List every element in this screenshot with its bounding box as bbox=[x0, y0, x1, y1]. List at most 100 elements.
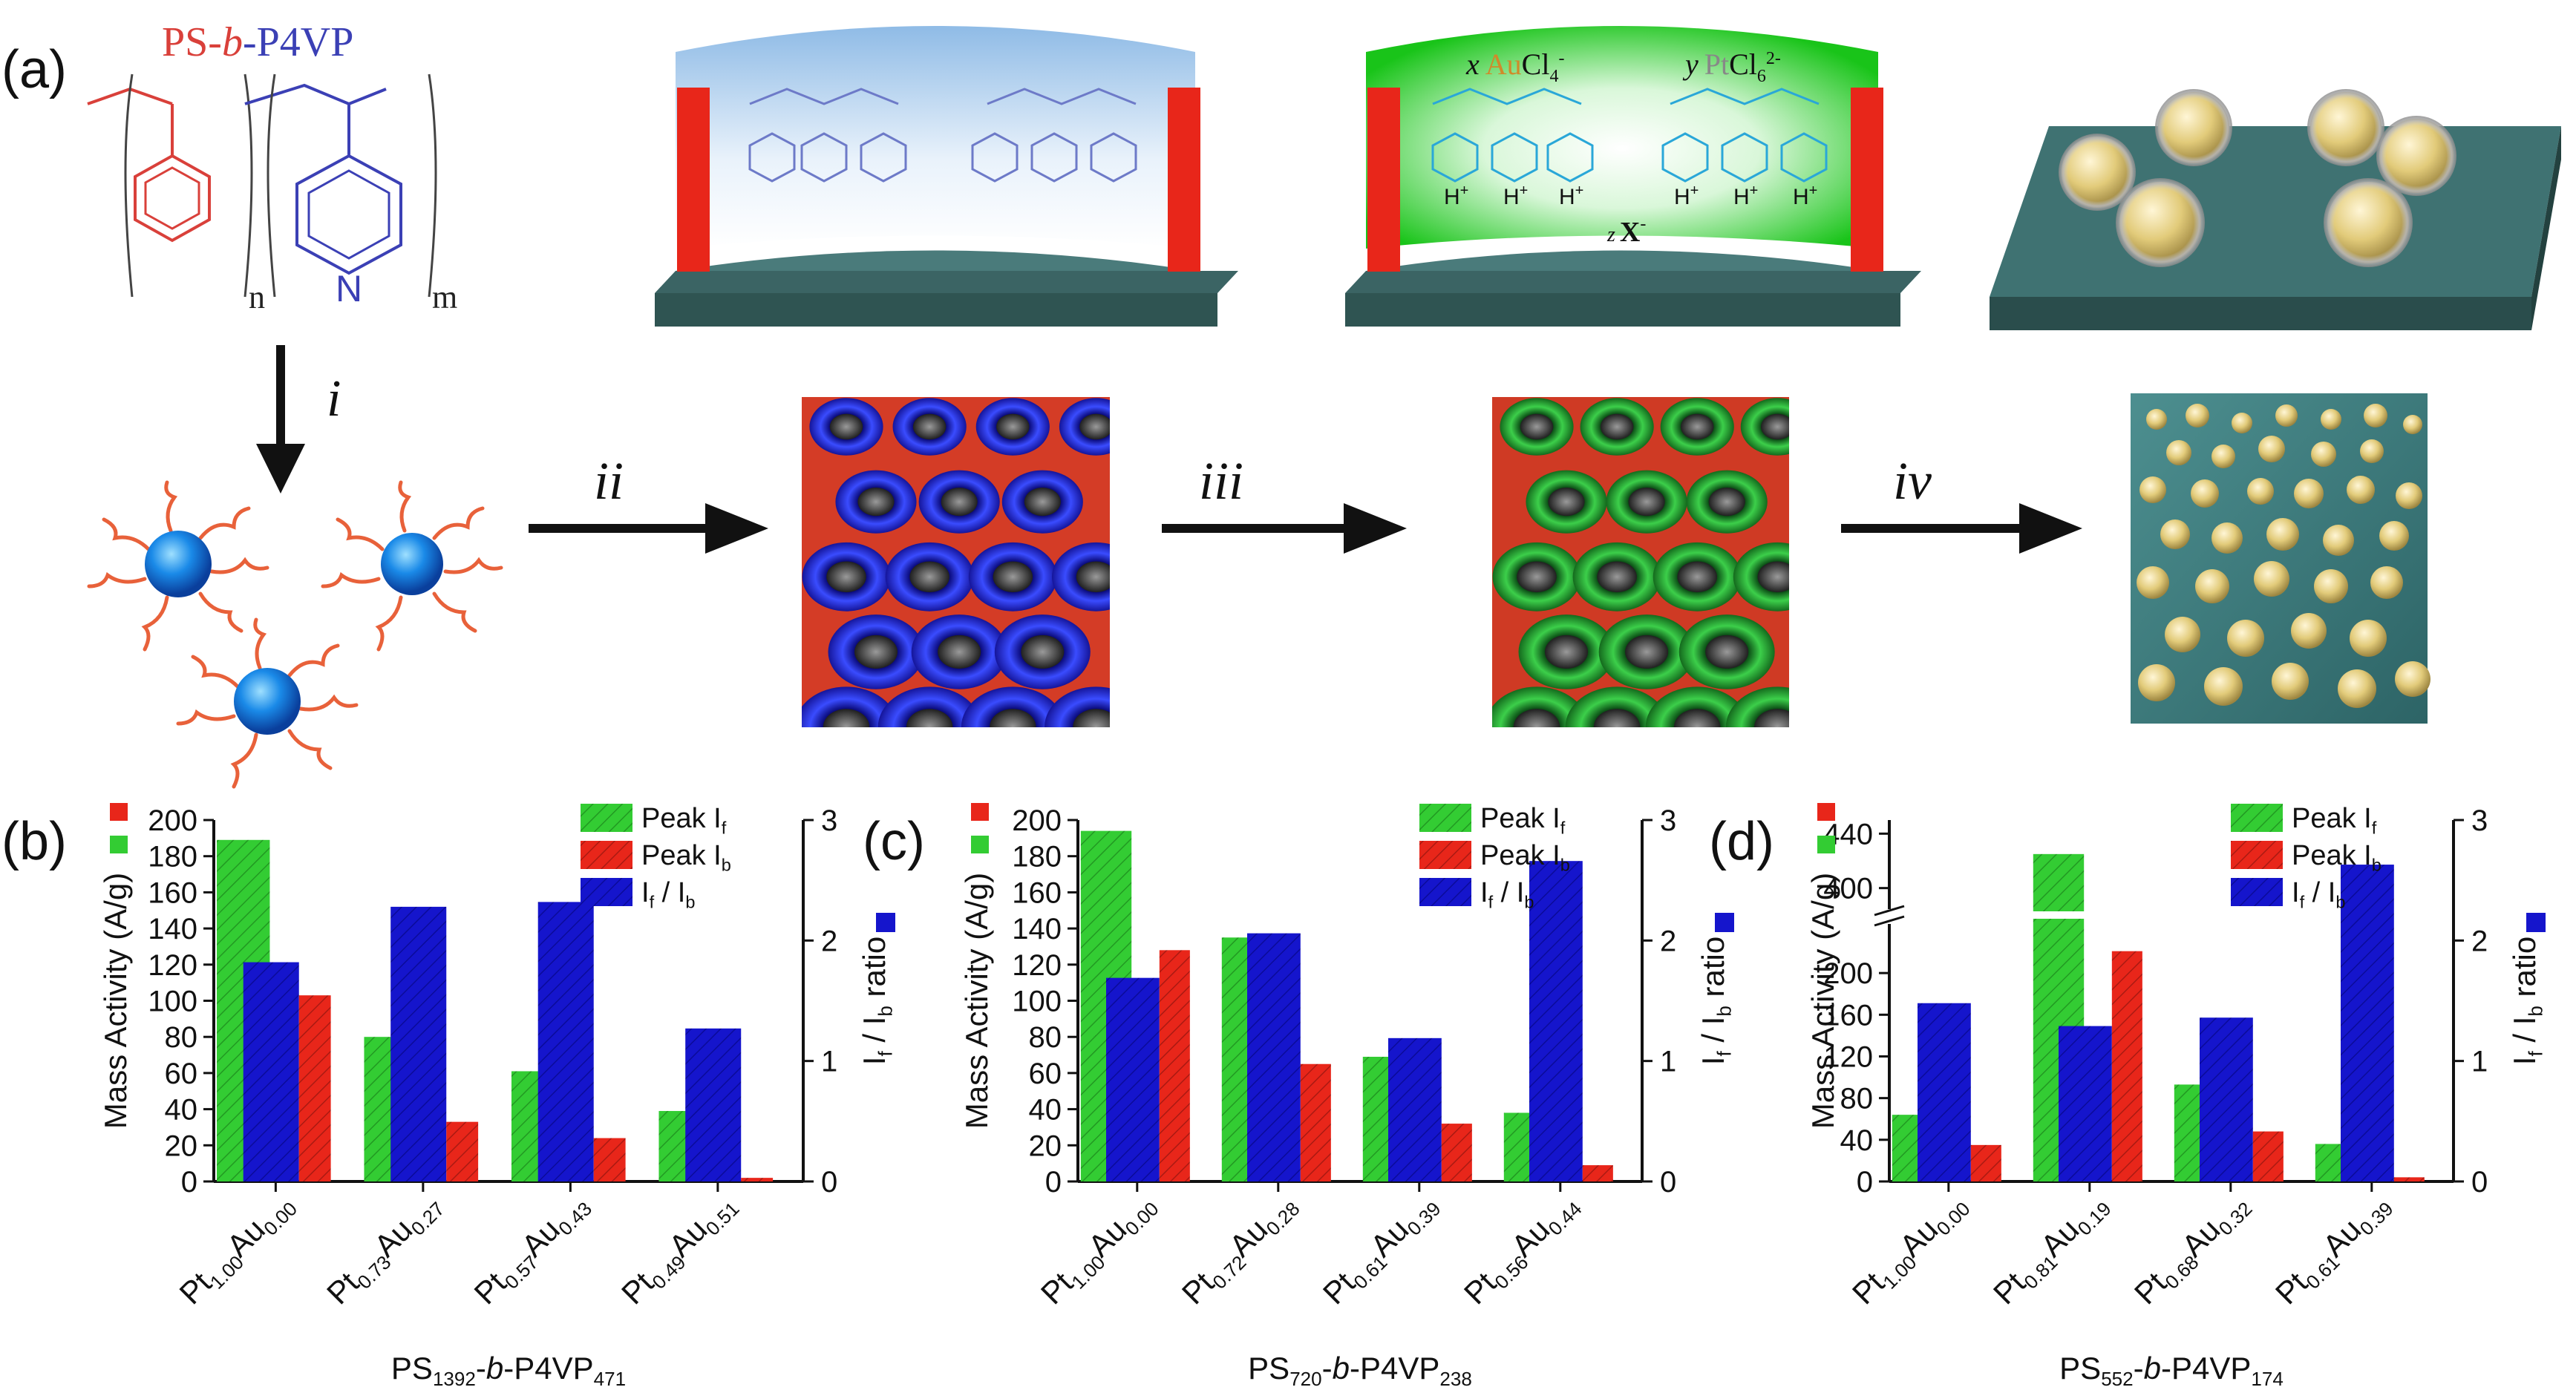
ring-hole bbox=[1677, 561, 1718, 593]
legend-swatch bbox=[1419, 841, 1471, 869]
flat-particle bbox=[2138, 664, 2175, 701]
flat-particle bbox=[2195, 569, 2229, 603]
panel-label: (c) bbox=[863, 812, 925, 871]
ring-hole bbox=[826, 561, 866, 593]
y2-tick-label: 1 bbox=[821, 1046, 837, 1078]
ring bbox=[1565, 686, 1669, 727]
flat-particle bbox=[2137, 566, 2169, 599]
y-tick-label: 40 bbox=[165, 1094, 198, 1127]
svg-text:H+: H+ bbox=[1733, 183, 1758, 209]
polymer-title: PS-b-P4VP bbox=[162, 19, 353, 65]
x-tick-label: Pt1.00Au0.00 bbox=[1034, 1185, 1163, 1314]
x-axis-label: PS1392-b-P4VP471 bbox=[391, 1351, 626, 1390]
ring-hole bbox=[906, 709, 953, 727]
ring-hole bbox=[1079, 413, 1110, 440]
bar-ratio bbox=[390, 906, 447, 1181]
y-tick-label: 0 bbox=[1045, 1166, 1062, 1199]
x-tick-label: Pt0.61Au0.39 bbox=[1316, 1185, 1445, 1314]
flat-particle bbox=[2146, 409, 2167, 430]
svg-text:H+: H+ bbox=[1793, 183, 1817, 209]
x-axis-label: PS552-b-P4VP174 bbox=[2059, 1351, 2284, 1390]
flat-particle bbox=[2227, 620, 2264, 657]
flat-particle bbox=[2338, 669, 2376, 708]
flat-particle bbox=[2370, 566, 2403, 599]
ring bbox=[961, 686, 1065, 727]
bar-peak-ib bbox=[2252, 1131, 2284, 1181]
ring-hole bbox=[1021, 635, 1065, 669]
y2-tick-label: 2 bbox=[1660, 925, 1676, 957]
x-tick-label: Pt1.00Au0.00 bbox=[1846, 1185, 1975, 1314]
flat-particle bbox=[2165, 617, 2200, 652]
ring-hole bbox=[1073, 709, 1110, 727]
y-tick-label: 80 bbox=[1840, 1083, 1874, 1115]
y2-tick-label: 1 bbox=[1660, 1046, 1676, 1078]
ring-hole bbox=[996, 413, 1030, 440]
y-tick-label: 180 bbox=[1012, 841, 1062, 873]
bar-peak-ib bbox=[446, 1121, 479, 1181]
legend-label: If / Ib bbox=[2292, 877, 2345, 911]
flat-particle bbox=[2291, 613, 2327, 649]
x-tick-label: Pt0.73Au0.27 bbox=[320, 1185, 449, 1314]
flat-particle bbox=[2247, 478, 2274, 505]
ring-array-blue bbox=[802, 397, 1110, 727]
legend-label: Peak Ib bbox=[2292, 840, 2382, 874]
legend-label: Peak Ib bbox=[1480, 840, 1570, 874]
flat-particle bbox=[2321, 409, 2341, 430]
step-label-ii: ii bbox=[594, 451, 624, 511]
ring-hole bbox=[1513, 709, 1560, 727]
ring-hole bbox=[938, 635, 981, 669]
legend-swatch bbox=[581, 804, 632, 832]
left-axis-marker-red bbox=[1817, 803, 1835, 821]
flat-particle bbox=[2364, 404, 2387, 427]
x-tick-label: Pt0.61Au0.39 bbox=[2269, 1185, 2398, 1314]
flat-particle bbox=[2254, 561, 2289, 597]
y2-axis-label: If / Ib ratio bbox=[1696, 937, 1735, 1065]
x-tick-label: Pt0.57Au0.43 bbox=[467, 1185, 596, 1314]
step-label-iv: iv bbox=[1893, 451, 1932, 511]
ring-hole bbox=[1761, 413, 1789, 440]
y2-tick-label: 0 bbox=[821, 1166, 837, 1199]
y-tick-label: 160 bbox=[148, 876, 197, 909]
flat-particle bbox=[2360, 439, 2384, 463]
y2-axis-label: If / Ib ratio bbox=[857, 937, 896, 1065]
subscript-n: n bbox=[249, 279, 265, 315]
y2-tick-label: 3 bbox=[1660, 804, 1676, 837]
ring bbox=[877, 686, 981, 727]
right-axis-marker-blue bbox=[2526, 913, 2546, 932]
ring-hole bbox=[1754, 709, 1789, 727]
x-tick-label: Pt0.68Au0.32 bbox=[2128, 1185, 2257, 1314]
bar-ratio bbox=[1106, 977, 1160, 1181]
ring-hole bbox=[1625, 635, 1669, 669]
bar-peak-ib bbox=[298, 995, 331, 1181]
panel-a-scheme: (a) PS-b-P4VP N n m i bbox=[1, 19, 2561, 789]
y-tick-label: 140 bbox=[148, 913, 197, 945]
y-axis-label: Mass Activity (A/g) bbox=[1805, 873, 1840, 1129]
bar-peak-ib bbox=[593, 1138, 626, 1181]
panel-label-a: (a) bbox=[1, 40, 67, 99]
y-tick-label: 120 bbox=[1823, 1041, 1873, 1074]
x-tick-label: Pt0.72Au0.28 bbox=[1175, 1185, 1304, 1314]
bar-peak-ib bbox=[1159, 950, 1190, 1181]
right-axis-marker-blue bbox=[876, 913, 895, 932]
bar-break-gap bbox=[2031, 911, 2086, 919]
flat-particle bbox=[2395, 661, 2430, 697]
y2-tick-label: 3 bbox=[2471, 804, 2488, 837]
flat-particle bbox=[2266, 518, 2299, 551]
y-tick-label: 0 bbox=[1857, 1166, 1873, 1199]
arrow-step-i bbox=[256, 345, 305, 494]
y2-tick-label: 2 bbox=[2471, 925, 2488, 957]
y-tick-label: 400 bbox=[1823, 873, 1873, 905]
y-axis-label: Mass Activity (A/g) bbox=[959, 873, 994, 1129]
flat-particle bbox=[2258, 436, 2285, 462]
ring-hole bbox=[1076, 561, 1110, 593]
flat-particle bbox=[2311, 442, 2336, 467]
ring-hole bbox=[1673, 709, 1721, 727]
ring bbox=[802, 686, 898, 727]
stage-film-green: H+ H+ H+ H+ H+ H+ x AuCl4- y PtCl62- z X- bbox=[1345, 26, 1921, 327]
